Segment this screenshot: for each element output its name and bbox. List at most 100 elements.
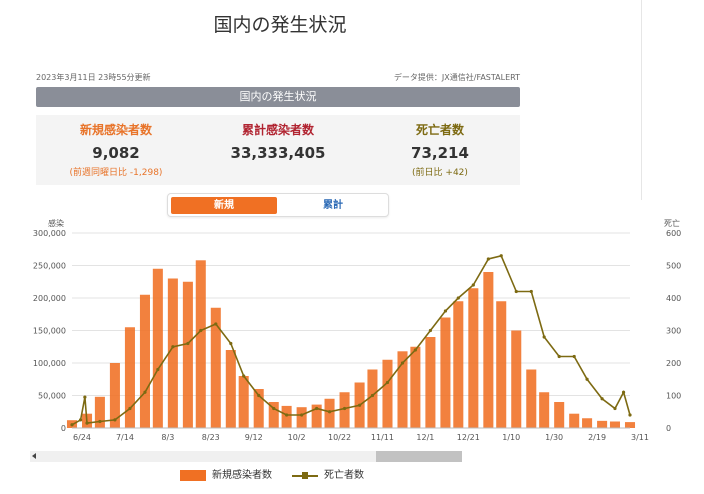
line-point[interactable] (199, 328, 203, 333)
bar[interactable] (496, 301, 507, 428)
line-point[interactable] (143, 390, 147, 394)
line-point[interactable] (557, 354, 561, 359)
bar[interactable] (296, 407, 307, 428)
line-point[interactable] (257, 393, 261, 398)
bar[interactable] (539, 392, 550, 428)
bar[interactable] (410, 346, 421, 428)
bar[interactable] (195, 260, 206, 428)
x-tick-label: 7/14 (116, 433, 134, 442)
chart-scrollbar[interactable] (30, 451, 462, 462)
line-point[interactable] (600, 397, 604, 401)
line-point[interactable] (83, 395, 87, 399)
line-point[interactable] (542, 335, 546, 339)
line-point[interactable] (413, 348, 417, 352)
bar[interactable] (94, 396, 105, 428)
bar[interactable] (367, 369, 378, 429)
bar[interactable] (238, 376, 249, 428)
line-point[interactable] (186, 341, 190, 346)
bar[interactable] (511, 330, 522, 429)
bar[interactable] (109, 363, 120, 428)
line-point[interactable] (242, 374, 246, 378)
tab-cumulative[interactable]: 累計 (323, 200, 343, 211)
legend-item-deaths[interactable]: 死亡者数 (292, 466, 364, 481)
y-left-tick-label: 50,000 (38, 392, 66, 401)
bar[interactable] (609, 421, 620, 429)
stat-new-cases-change: (前週同曜日比 -1,298) (69, 168, 163, 178)
stat-deaths-change: (前日比 +42) (412, 168, 468, 178)
line-point[interactable] (78, 418, 83, 422)
line-point[interactable] (229, 341, 233, 346)
bar[interactable] (526, 369, 537, 429)
bar[interactable] (167, 278, 178, 429)
line-point[interactable] (621, 390, 626, 394)
bar[interactable] (152, 268, 163, 428)
bar[interactable] (582, 418, 593, 428)
stat-new-cases-label: 新規感染者数 (79, 123, 152, 137)
line-point[interactable] (113, 418, 117, 422)
line-point[interactable] (327, 410, 332, 414)
line-point[interactable] (628, 413, 632, 417)
line-point[interactable] (272, 406, 276, 411)
bar[interactable] (225, 350, 236, 428)
line-point[interactable] (514, 289, 518, 294)
bar[interactable] (569, 413, 580, 428)
line-point[interactable] (443, 309, 448, 313)
bar[interactable] (554, 402, 565, 428)
stat-new-cases: 新規感染者数 9,082 (前週同曜日比 -1,298) (36, 121, 196, 178)
bar[interactable] (397, 351, 408, 428)
bar[interactable] (311, 404, 322, 428)
bar[interactable] (268, 402, 279, 428)
bar[interactable] (253, 389, 264, 428)
legend-bar-swatch (180, 469, 206, 481)
bar[interactable] (483, 272, 494, 428)
bar[interactable] (624, 422, 636, 428)
line-point[interactable] (385, 380, 390, 385)
bar[interactable] (425, 337, 436, 428)
line-point[interactable] (315, 406, 319, 411)
bar[interactable] (382, 359, 393, 428)
line-point[interactable] (585, 377, 589, 381)
line-point[interactable] (486, 257, 490, 261)
scroll-left-icon[interactable] (32, 453, 36, 459)
bar[interactable] (139, 294, 150, 428)
bar[interactable] (597, 420, 608, 428)
y-right-tick-label: 100 (666, 392, 681, 401)
line-point[interactable] (370, 393, 375, 398)
bar[interactable] (210, 307, 221, 428)
line-point[interactable] (285, 413, 289, 417)
line-point[interactable] (171, 345, 175, 349)
line-point[interactable] (300, 413, 304, 417)
y-left-tick-label: 300,000 (33, 229, 66, 238)
bar[interactable] (339, 392, 350, 428)
line-point[interactable] (456, 296, 460, 300)
line-point[interactable] (342, 406, 347, 411)
line-point[interactable] (428, 328, 433, 333)
line-point[interactable] (400, 361, 405, 365)
line-point[interactable] (471, 283, 475, 287)
bar[interactable] (468, 288, 479, 428)
bar[interactable] (182, 281, 193, 428)
line-point[interactable] (85, 421, 89, 425)
line-point[interactable] (214, 322, 218, 326)
bar[interactable] (440, 317, 451, 429)
cases-deaths-chart: 感染 死亡 0 50,000 100,000 150,000 200,000 250,00… (33, 218, 681, 442)
stat-new-cases-value: 9,082 (92, 144, 140, 162)
line-point[interactable] (529, 289, 533, 294)
line-point[interactable] (98, 419, 102, 424)
x-tick-label: 10/2 (288, 433, 306, 442)
bar[interactable] (281, 405, 292, 428)
y-left-tick-label: 200,000 (33, 294, 66, 303)
line-point[interactable] (70, 423, 74, 427)
bar[interactable] (453, 301, 464, 428)
legend-item-new-cases[interactable]: 新規感染者数 (180, 466, 272, 481)
scrollbar-thumb[interactable] (376, 451, 462, 462)
bar[interactable] (324, 398, 335, 428)
line-point[interactable] (613, 406, 617, 411)
line-point[interactable] (572, 354, 576, 359)
tab-new[interactable]: 新規 (171, 197, 277, 214)
line-point[interactable] (128, 406, 132, 411)
line-point[interactable] (357, 403, 362, 407)
line-point[interactable] (499, 254, 503, 258)
bar[interactable] (124, 327, 135, 428)
line-point[interactable] (156, 367, 160, 372)
